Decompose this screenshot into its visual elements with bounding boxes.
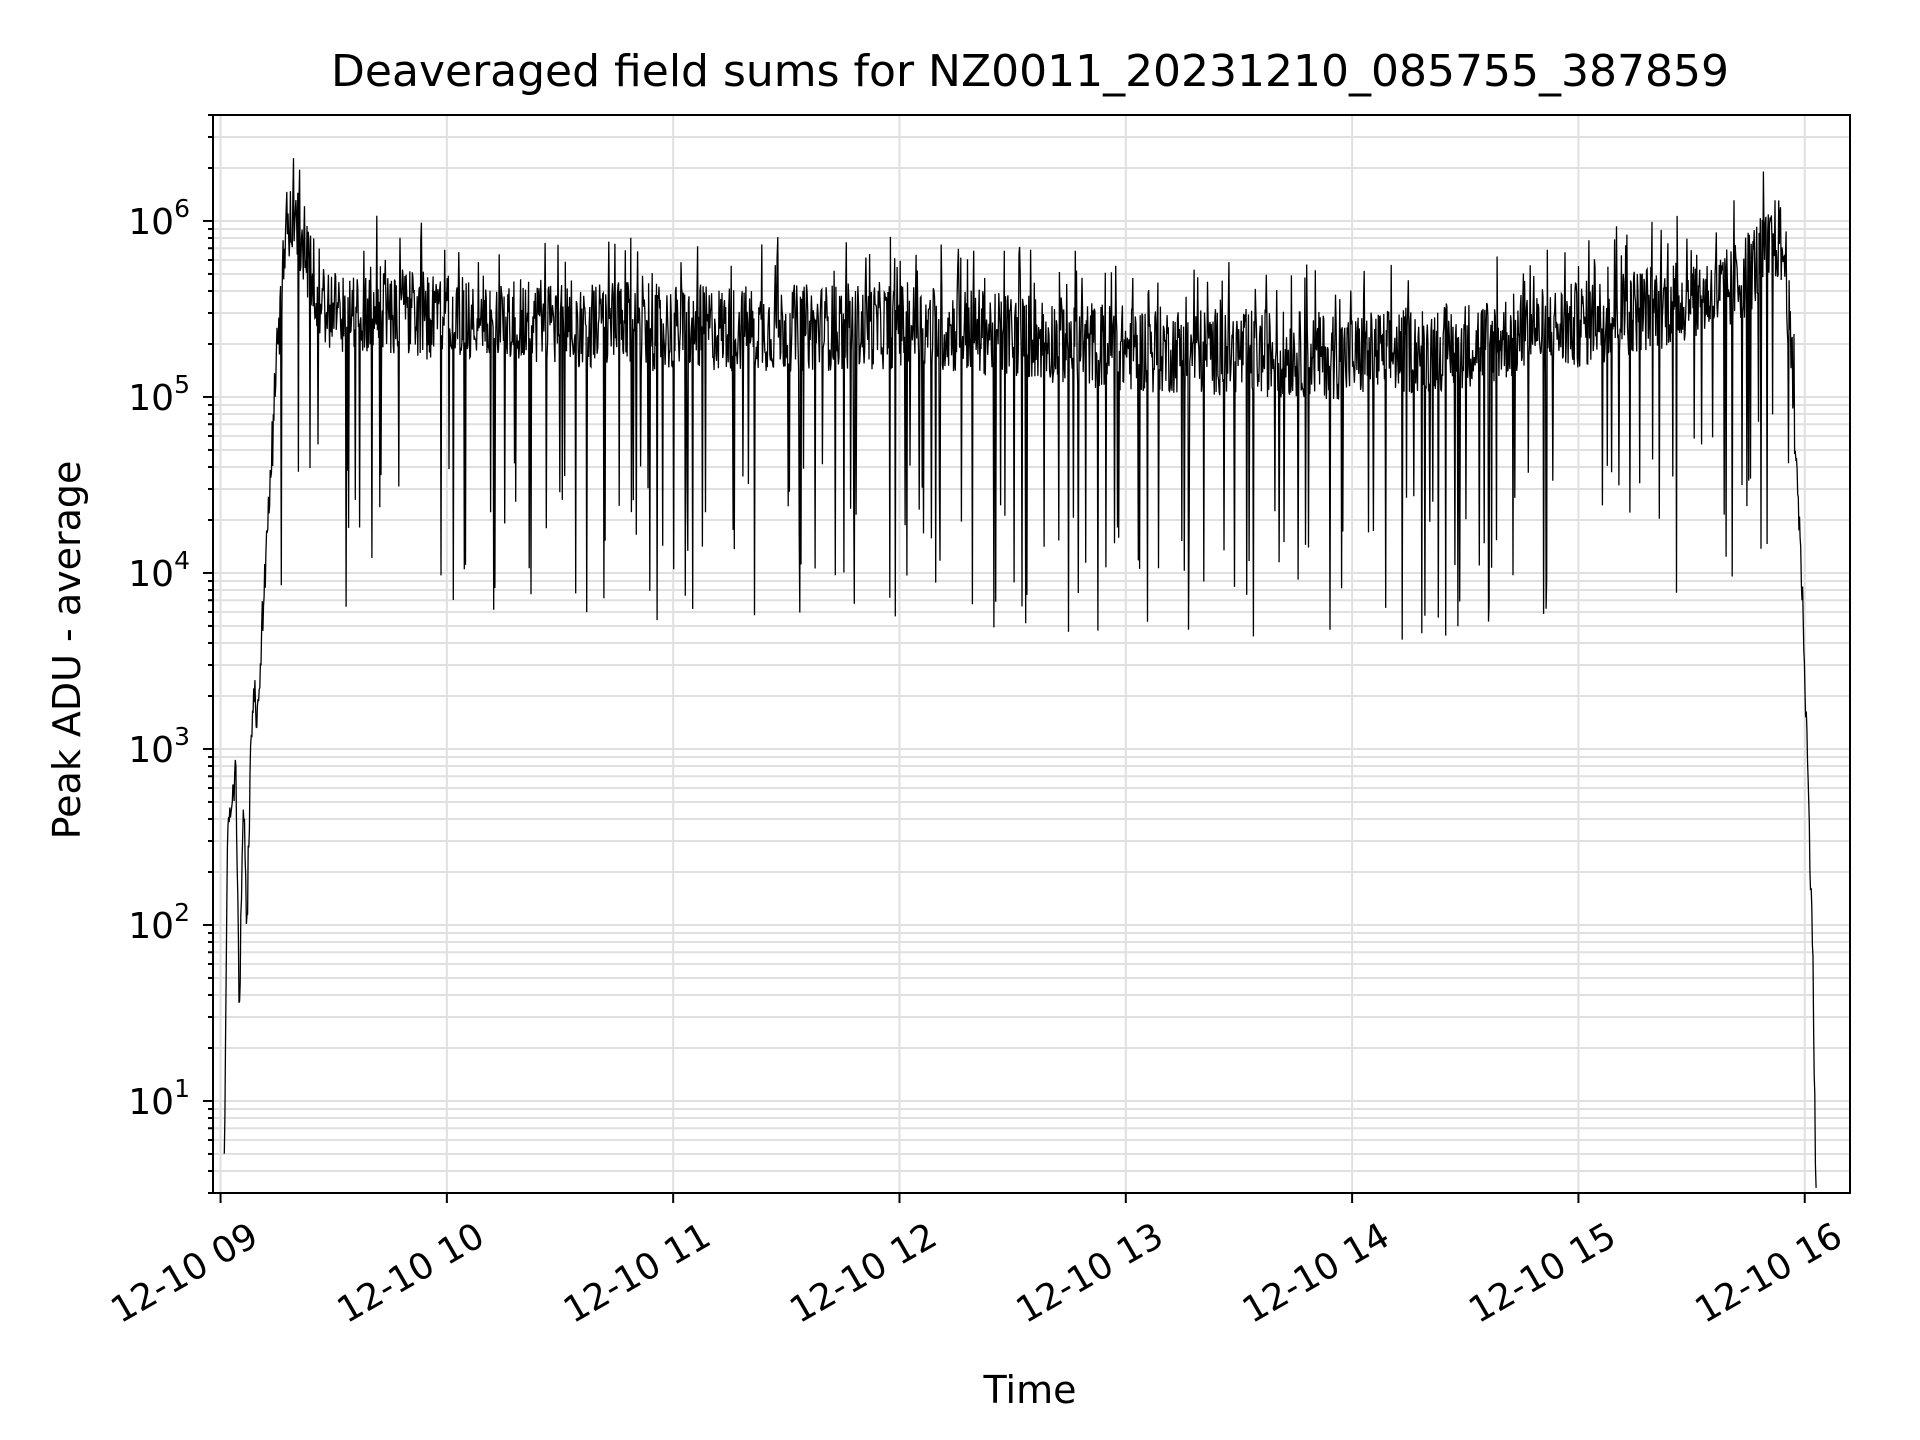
chart-title: Deaveraged field sums for NZ0011_2023121…: [331, 46, 1729, 97]
y-tick-label: 103: [128, 722, 190, 771]
y-tick-label: 104: [128, 546, 190, 595]
data-series: [223, 158, 1817, 1188]
y-tick-label: 106: [128, 194, 190, 243]
y-tick-label: 105: [128, 370, 190, 419]
x-axis-label: Time: [983, 1368, 1077, 1412]
y-axis-label: Peak ADU - average: [45, 461, 89, 840]
y-tick-label: 102: [128, 898, 190, 947]
data-line: [223, 158, 1817, 1188]
plot-frame: [212, 114, 1851, 1194]
y-tick-label: 101: [128, 1074, 190, 1123]
